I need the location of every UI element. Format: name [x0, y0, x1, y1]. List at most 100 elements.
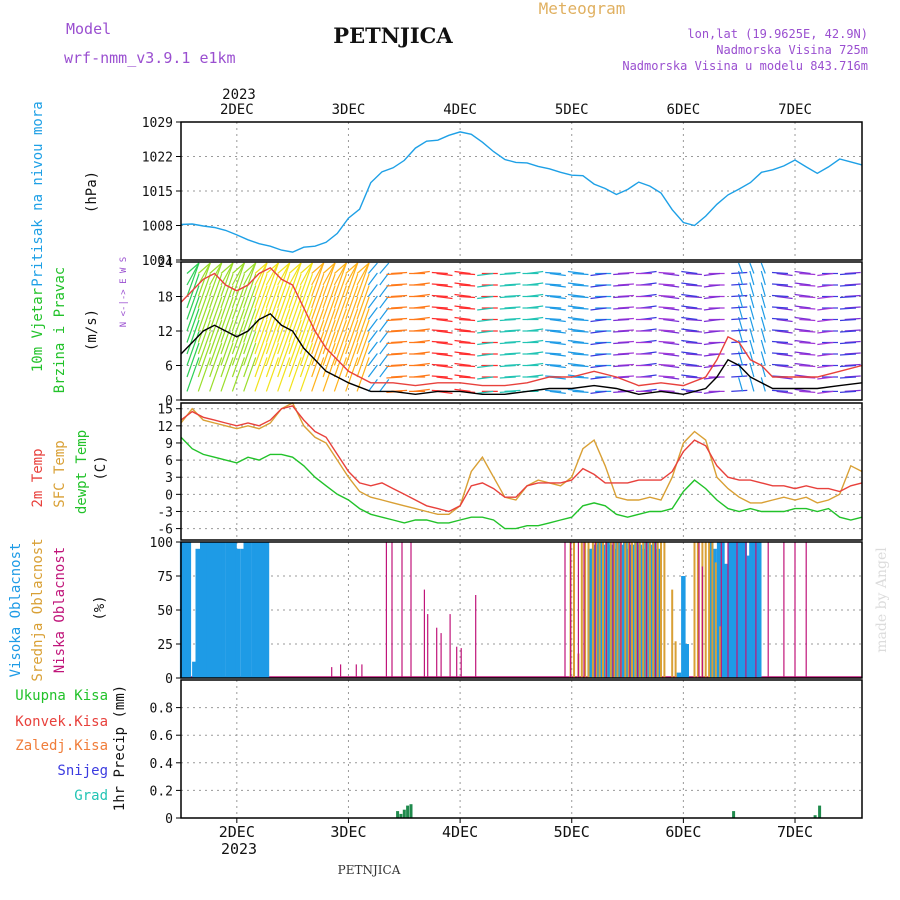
low-cloud-bar — [410, 542, 412, 678]
wind-arrow — [333, 285, 347, 320]
wind-arrow — [844, 306, 861, 309]
wind-arrow — [333, 262, 347, 297]
panel-frame — [180, 261, 863, 401]
temp-unit: (C) — [93, 455, 109, 480]
wind-arrow — [477, 295, 494, 300]
low-cloud-bar — [577, 542, 579, 678]
wind-arrow — [367, 318, 378, 332]
y-tick-label: 18 — [157, 291, 173, 306]
legend-total-rain: Ukupna Kisa — [15, 688, 108, 704]
wind-arrow — [590, 330, 607, 334]
wind-arrow — [613, 330, 630, 333]
high-cloud-bar — [264, 542, 270, 678]
bottom-x-tick-label: 4DEC — [442, 823, 478, 841]
wind-arrow — [844, 329, 861, 332]
wind-arrow — [760, 262, 766, 274]
wind-arrow — [499, 318, 516, 322]
precip-bar — [396, 811, 400, 818]
wind-arrow — [436, 364, 453, 369]
wind-arrow — [685, 364, 702, 368]
wind-arrow — [567, 362, 584, 367]
wind-arrow — [311, 262, 325, 297]
mid-cloud-bar — [652, 542, 655, 678]
legend-snow: Snijeg — [57, 763, 108, 779]
wind-arrow — [613, 353, 630, 356]
wind-arrow — [663, 353, 680, 357]
wind-arrow — [265, 331, 279, 366]
wind-arrow — [288, 262, 302, 286]
wind-arrow — [567, 293, 584, 298]
wind-arrow — [617, 317, 634, 321]
wind-arrow — [220, 262, 234, 297]
mid-cloud-bar — [704, 542, 707, 678]
wind-arrow — [477, 341, 494, 346]
wind-arrow — [345, 262, 359, 297]
wind-arrow — [681, 351, 698, 355]
legend-hail: Grad — [74, 788, 108, 804]
wind-arrow — [386, 341, 403, 345]
wind-arrow — [794, 282, 811, 286]
high-cloud-bar — [709, 542, 714, 678]
temp-2m-line — [180, 405, 863, 513]
wind-arrow — [265, 357, 279, 392]
wind-arrow — [776, 272, 793, 277]
wind-arrow — [771, 294, 789, 298]
wind-arrow — [288, 308, 302, 343]
wind-arrow — [299, 342, 313, 378]
wind-arrow — [322, 357, 336, 392]
wind-arrow — [617, 329, 634, 332]
wind-arrow — [356, 273, 370, 309]
high-cloud-bar — [225, 542, 231, 678]
footer-station: PETNJICA — [338, 863, 401, 877]
wind-arrow — [703, 295, 720, 300]
wind-arrow — [367, 353, 378, 366]
wind-arrow — [567, 316, 584, 321]
wind-arrow — [454, 293, 471, 298]
wind-arrow — [731, 389, 748, 392]
wind-arrow — [817, 341, 834, 346]
wind-arrow — [545, 389, 562, 392]
wind-arrow — [322, 262, 336, 286]
wind-arrow — [299, 331, 313, 366]
wind-arrow — [567, 351, 584, 355]
wind-arrow — [333, 262, 347, 286]
y-tick-label: 6 — [165, 360, 173, 375]
wind-arrow — [567, 270, 584, 275]
wind-arrow — [345, 331, 359, 366]
wind-arrow — [231, 262, 245, 286]
wind-arrow — [549, 390, 566, 394]
wind-arrow — [658, 317, 675, 321]
wind-arrow — [760, 351, 766, 366]
wind-arrow — [613, 284, 630, 287]
wind-arrow — [379, 262, 390, 274]
temp-ylabel: 2m Temp — [30, 448, 46, 507]
wind-arrow — [477, 390, 494, 394]
wind-arrow — [731, 271, 748, 275]
wind-arrow — [771, 271, 789, 275]
wind-arrow — [367, 284, 378, 297]
wind-arrow — [738, 377, 744, 392]
wind-arrow — [220, 357, 234, 392]
wind-arrow — [776, 318, 793, 323]
wind-arrow — [265, 273, 279, 309]
wind-arrow — [197, 262, 211, 297]
wind-arrow — [590, 307, 607, 311]
wind-arrow — [617, 375, 634, 378]
wind-arrow — [545, 294, 562, 298]
wind-arrow — [844, 294, 861, 298]
credit-watermark: made by Angel — [874, 547, 890, 653]
y-tick-label: 1015 — [142, 185, 173, 200]
wind-arrow — [613, 376, 630, 379]
wind-arrow — [794, 270, 811, 275]
wind-arrow — [545, 317, 562, 321]
wind-arrow — [760, 270, 766, 286]
wind-arrow — [209, 342, 223, 378]
y-tick-label: 9 — [165, 437, 173, 452]
wind-arrow — [431, 271, 448, 275]
low-cloud-bar — [698, 542, 700, 678]
wind-arrow — [663, 295, 680, 300]
wind-arrow — [613, 307, 630, 310]
wind-arrow — [454, 282, 471, 286]
y-tick-label: 25 — [157, 638, 173, 653]
